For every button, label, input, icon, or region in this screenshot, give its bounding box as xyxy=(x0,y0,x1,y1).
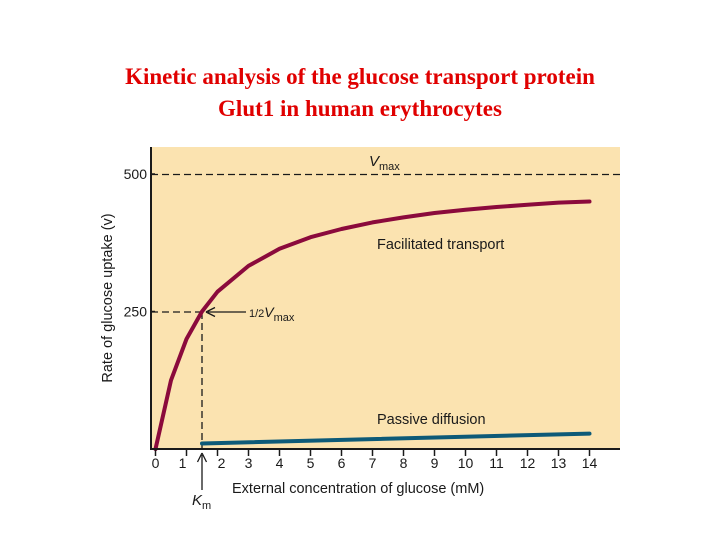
y-axis-label: Rate of glucose uptake (v) xyxy=(100,213,116,382)
x-tick-label: 1 xyxy=(179,455,187,471)
x-tick-label: 11 xyxy=(489,455,504,471)
x-tick-label: 0 xyxy=(152,455,160,471)
facilitated-transport-curve xyxy=(153,199,592,451)
x-tick-label: 7 xyxy=(369,455,377,471)
y-tick-label: 250 xyxy=(124,304,148,320)
x-tick-label: 4 xyxy=(276,455,284,471)
x-tick-label: 13 xyxy=(551,455,567,471)
x-tick-label: 5 xyxy=(307,455,315,471)
x-tick-label: 10 xyxy=(458,455,474,471)
y-tick-group: 250 500 xyxy=(124,166,155,320)
x-tick-label: 6 xyxy=(338,455,346,471)
half-vmax-arrow-head xyxy=(205,306,216,318)
slide-title-line-1: Kinetic analysis of the glucose transpor… xyxy=(125,64,595,89)
x-tick-label: 14 xyxy=(582,455,598,471)
slide-title-line-2: Glut1 in human erythrocytes xyxy=(218,96,502,121)
x-tick-label: 9 xyxy=(431,455,439,471)
km-label: Km xyxy=(192,492,211,512)
plot-background xyxy=(151,147,620,448)
passive-diffusion-line xyxy=(200,431,592,446)
vmax-label: Vmax xyxy=(369,153,400,173)
x-tick-label: 3 xyxy=(245,455,253,471)
x-tick-label: 2 xyxy=(218,455,226,471)
facilitated-transport-label: Facilitated transport xyxy=(377,237,504,253)
y-tick-label: 500 xyxy=(124,166,148,182)
x-tick-label: 12 xyxy=(520,455,536,471)
x-tick-group: 0 1 2 3 4 5 6 7 8 9 10 11 12 13 14 xyxy=(152,449,598,471)
x-tick-label: 8 xyxy=(400,455,408,471)
km-arrow-head xyxy=(196,452,208,463)
x-axis-label: External concentration of glucose (mM) xyxy=(232,481,484,497)
passive-diffusion-label: Passive diffusion xyxy=(377,412,486,428)
half-vmax-label: 1/2Vmax xyxy=(249,304,295,324)
